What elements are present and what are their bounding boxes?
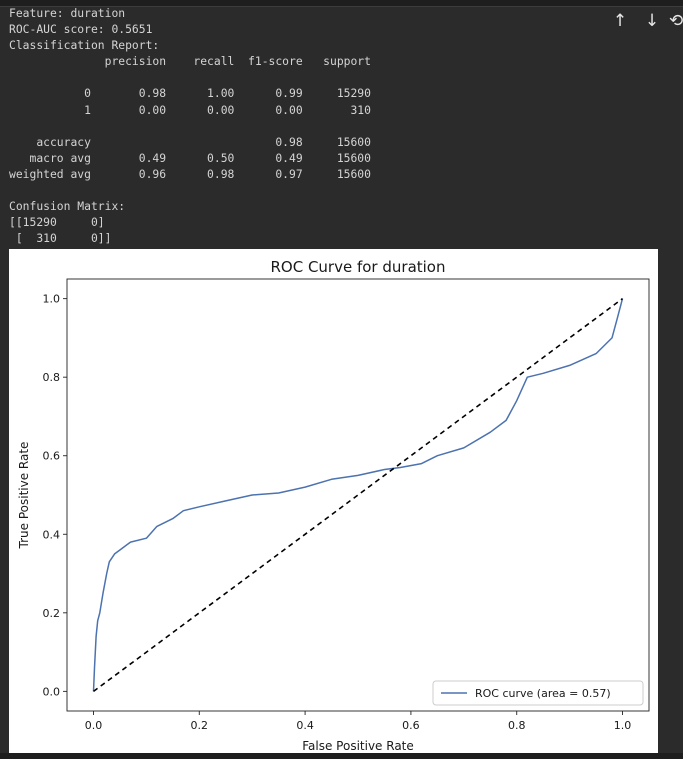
y-tick-label: 0.4 — [43, 528, 61, 541]
output-line: precision recall f1-score support — [9, 54, 371, 69]
x-tick-label: 0.6 — [402, 719, 420, 732]
plot-area — [92, 297, 624, 693]
legend: ROC curve (area = 0.57) — [432, 680, 644, 706]
x-tick-label: 0.2 — [191, 719, 209, 732]
output-line: [ 310 0]] — [9, 231, 112, 246]
axes-frame — [66, 278, 650, 712]
output-line: weighted avg 0.96 0.98 0.97 15600 — [9, 166, 371, 181]
cell-separator — [0, 0, 683, 7]
output-line: [[15290 0] — [9, 215, 105, 230]
y-axis: 0.0 0.2 0.4 0.6 0.8 1.0 — [43, 293, 67, 698]
y-tick-label: 0.0 — [43, 685, 61, 698]
cell-output-text: Feature: duration ROC-AUC score: 0.5651 … — [9, 5, 371, 246]
output-line: 0 0.98 1.00 0.99 15290 — [9, 86, 371, 101]
more-actions-icon[interactable]: ⟲ — [669, 11, 683, 31]
output-line: 1 0.00 0.00 0.00 310 — [9, 102, 371, 117]
chart-title: ROC Curve for duration — [270, 258, 445, 276]
cell-toolbar: ↑ ↓ ⟲ — [605, 8, 683, 34]
x-tick-label: 1.0 — [614, 719, 632, 732]
x-tick-label: 0.8 — [508, 719, 526, 732]
y-tick-label: 0.8 — [43, 371, 61, 384]
roc-chart-svg: ROC Curve for duration 0.0 0.2 0.4 0.6 0.8 1.… — [9, 249, 658, 753]
y-tick-label: 0.6 — [43, 450, 61, 463]
y-axis-label: True Positive Rate — [17, 442, 31, 550]
legend-label: ROC curve (area = 0.57) — [475, 687, 611, 700]
x-axis-label: False Positive Rate — [302, 739, 414, 753]
output-line: Feature: duration — [9, 6, 126, 20]
legend-box — [432, 680, 644, 706]
x-axis: 0.0 0.2 0.4 0.6 0.8 1.0 — [85, 711, 632, 732]
output-line: ROC-AUC score: 0.5651 — [9, 22, 153, 37]
arrow-down-icon[interactable]: ↓ — [644, 11, 660, 31]
output-line: Classification Report: — [9, 38, 160, 53]
x-tick-label: 0.4 — [296, 719, 314, 732]
plot-background — [9, 249, 658, 753]
output-line: Confusion Matrix: — [9, 199, 126, 214]
bottom-bar — [0, 753, 683, 759]
chance-diagonal-line — [93, 297, 623, 693]
y-tick-label: 1.0 — [43, 293, 61, 306]
x-tick-label: 0.0 — [85, 719, 103, 732]
output-line: accuracy 0.98 15600 — [9, 134, 371, 149]
arrow-up-icon[interactable]: ↑ — [612, 11, 628, 31]
y-tick-label: 0.2 — [43, 607, 61, 620]
roc-curve-line — [92, 298, 624, 692]
roc-plot: ROC Curve for duration 0.0 0.2 0.4 0.6 0.8 1.… — [9, 249, 658, 753]
output-line: macro avg 0.49 0.50 0.49 15600 — [9, 150, 371, 165]
